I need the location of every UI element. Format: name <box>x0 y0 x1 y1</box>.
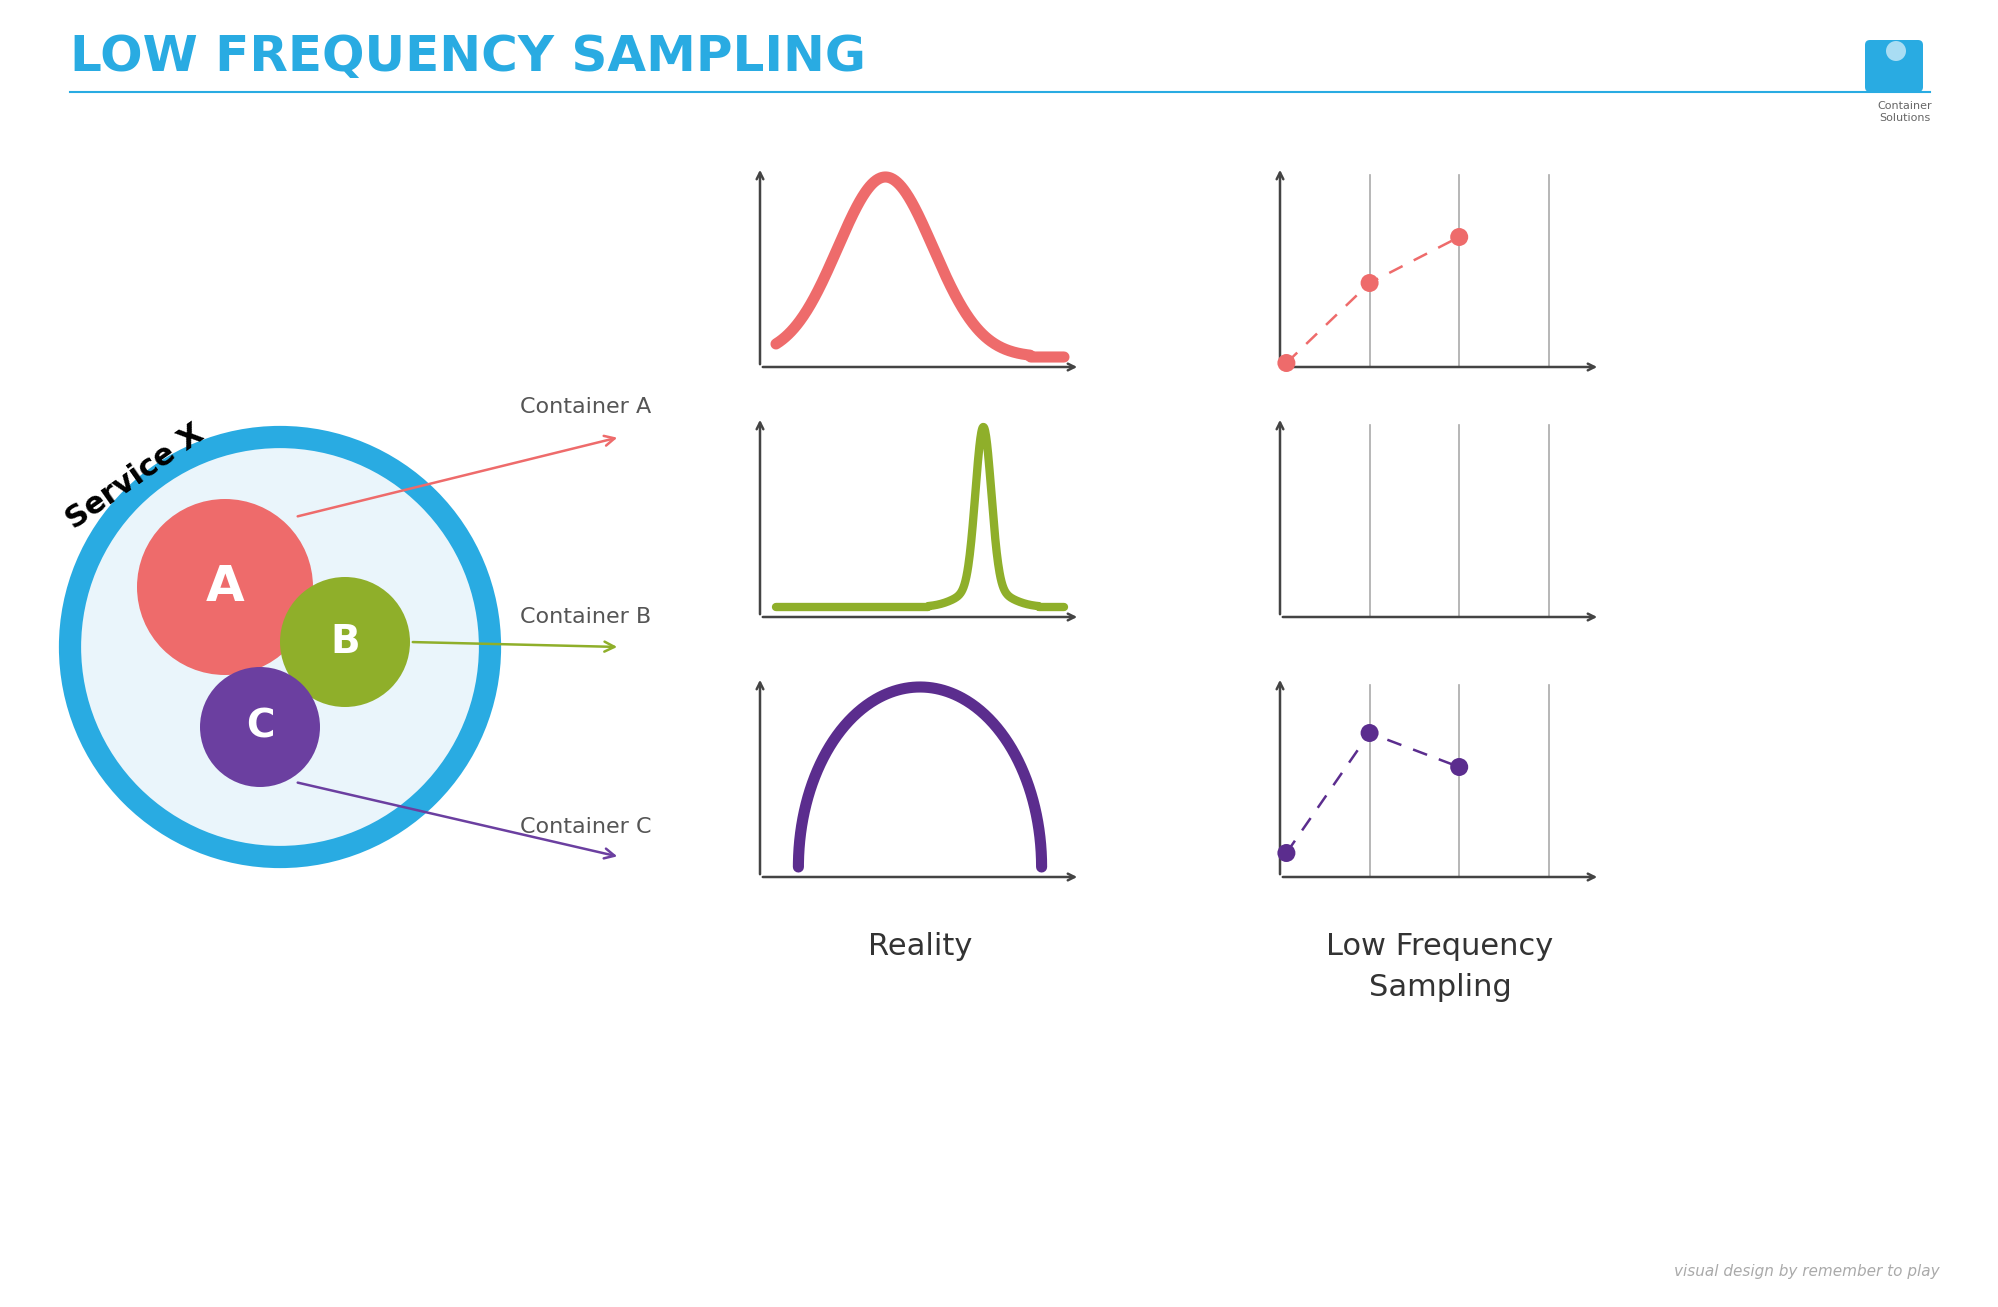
Circle shape <box>1277 354 1295 372</box>
Text: LOW FREQUENCY SAMPLING: LOW FREQUENCY SAMPLING <box>70 33 865 81</box>
Text: visual design by remember to play: visual design by remember to play <box>1674 1264 1938 1280</box>
Circle shape <box>1361 724 1379 742</box>
Circle shape <box>1277 844 1295 863</box>
Circle shape <box>1361 274 1379 291</box>
Text: Reality: Reality <box>867 932 971 961</box>
Text: B: B <box>330 623 360 661</box>
Circle shape <box>138 499 314 674</box>
Circle shape <box>280 576 410 707</box>
Text: Container B: Container B <box>519 606 651 627</box>
Text: Container
Solutions: Container Solutions <box>1876 101 1932 123</box>
FancyBboxPatch shape <box>1864 41 1922 91</box>
Text: C: C <box>246 708 274 746</box>
Circle shape <box>1449 227 1467 246</box>
Circle shape <box>70 437 490 857</box>
Text: Service X: Service X <box>60 420 210 535</box>
Circle shape <box>1449 758 1467 776</box>
Circle shape <box>200 667 320 787</box>
Text: Low Frequency
Sampling: Low Frequency Sampling <box>1327 932 1552 1001</box>
Text: Container A: Container A <box>519 397 651 417</box>
Text: A: A <box>206 563 244 610</box>
Circle shape <box>1884 41 1904 61</box>
Text: Container C: Container C <box>519 817 651 836</box>
